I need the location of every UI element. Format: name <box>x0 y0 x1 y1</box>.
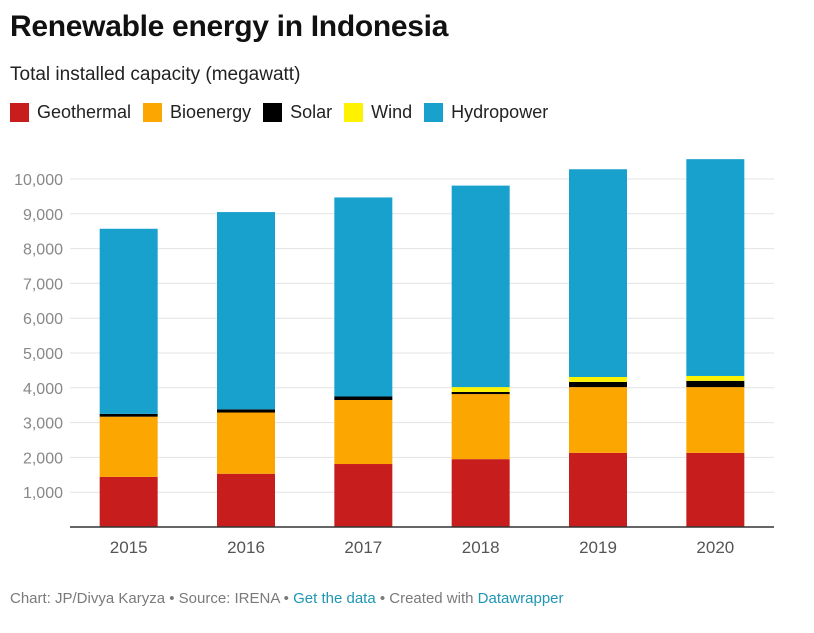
footer-created-with: • Created with <box>375 590 478 607</box>
y-tick-label: 2,000 <box>23 450 63 467</box>
y-tick-label: 5,000 <box>23 346 63 363</box>
chart-footer: Chart: JP/Divya Karyza • Source: IRENA •… <box>10 590 564 607</box>
bar-geothermal-2020 <box>686 452 745 527</box>
x-tick-label: 2020 <box>696 538 734 557</box>
bar-hydropower-2020 <box>686 159 745 376</box>
bar-wind-2018 <box>451 387 510 392</box>
bar-solar-2016 <box>217 409 275 413</box>
x-tick-label: 2018 <box>462 538 500 557</box>
datawrapper-link[interactable]: Datawrapper <box>477 590 564 607</box>
y-tick-label: 1,000 <box>23 485 63 502</box>
legend-label: Wind <box>371 102 413 122</box>
footer-credit: Chart: JP/Divya Karyza • Source: IRENA • <box>10 590 294 607</box>
legend-label: Hydropower <box>451 102 549 122</box>
bar-hydropower-2017 <box>334 197 393 397</box>
legend-label: Geothermal <box>37 102 132 122</box>
x-tick-label: 2019 <box>579 538 617 557</box>
legend-item-solar: Solar <box>263 102 332 123</box>
bar-geothermal-2015 <box>99 476 158 527</box>
y-tick-label: 10,000 <box>14 172 63 189</box>
y-tick-label: 8,000 <box>23 242 63 259</box>
bar-solar-2019 <box>569 381 627 388</box>
chart-title: Renewable energy in Indonesia <box>10 10 449 43</box>
bar-solar-2015 <box>99 413 158 417</box>
bar-geothermal-2017 <box>334 464 393 527</box>
y-tick-label: 9,000 <box>23 207 63 224</box>
legend-swatch-geothermal <box>10 103 29 122</box>
bar-hydropower-2018 <box>451 185 510 388</box>
bar-solar-2020 <box>686 380 745 388</box>
bar-bioenergy-2015 <box>99 416 158 477</box>
bar-geothermal-2018 <box>451 459 510 527</box>
y-tick-label: 4,000 <box>23 381 63 398</box>
legend-swatch-bioenergy <box>143 103 163 122</box>
bar-hydropower-2016 <box>217 212 275 410</box>
y-tick-label: 3,000 <box>23 416 63 433</box>
bar-solar-2018 <box>451 391 510 395</box>
bar-geothermal-2019 <box>569 452 627 527</box>
legend-item-hydropower: Hydropower <box>424 102 548 123</box>
chart-subtitle: Total installed capacity (megawatt) <box>10 64 301 85</box>
legend-swatch-wind <box>344 103 364 122</box>
legend-label: Solar <box>290 102 333 122</box>
x-tick-label: 2016 <box>227 538 265 557</box>
x-tick-label: 2017 <box>344 538 382 557</box>
y-tick-label: 7,000 <box>23 276 63 293</box>
bar-bioenergy-2018 <box>451 394 510 460</box>
bar-bioenergy-2016 <box>217 412 275 474</box>
bar-wind-2019 <box>569 377 627 382</box>
bar-bioenergy-2017 <box>334 399 393 465</box>
x-tick-label: 2015 <box>110 538 148 557</box>
get-the-data-link[interactable]: Get the data <box>293 590 376 607</box>
bar-hydropower-2015 <box>99 228 158 414</box>
legend-item-bioenergy: Bioenergy <box>143 102 251 123</box>
legend-swatch-hydropower <box>424 103 444 122</box>
chart-legend: Geothermal Bioenergy Solar Wind Hydropower <box>10 102 560 123</box>
bar-wind-2020 <box>686 375 745 381</box>
y-tick-label: 6,000 <box>23 311 63 328</box>
legend-item-wind: Wind <box>344 102 412 123</box>
bar-bioenergy-2019 <box>569 387 627 453</box>
legend-swatch-solar <box>263 103 283 122</box>
legend-item-geothermal: Geothermal <box>10 102 131 123</box>
legend-label: Bioenergy <box>170 102 252 122</box>
bar-geothermal-2016 <box>217 473 275 527</box>
bar-solar-2017 <box>334 396 393 400</box>
stacked-bar-chart: 1,000 2,000 3,000 4,000 5,000 6,000 7,000 8,000… <box>14 159 774 557</box>
bar-bioenergy-2020 <box>686 387 745 453</box>
bar-hydropower-2019 <box>569 169 627 378</box>
